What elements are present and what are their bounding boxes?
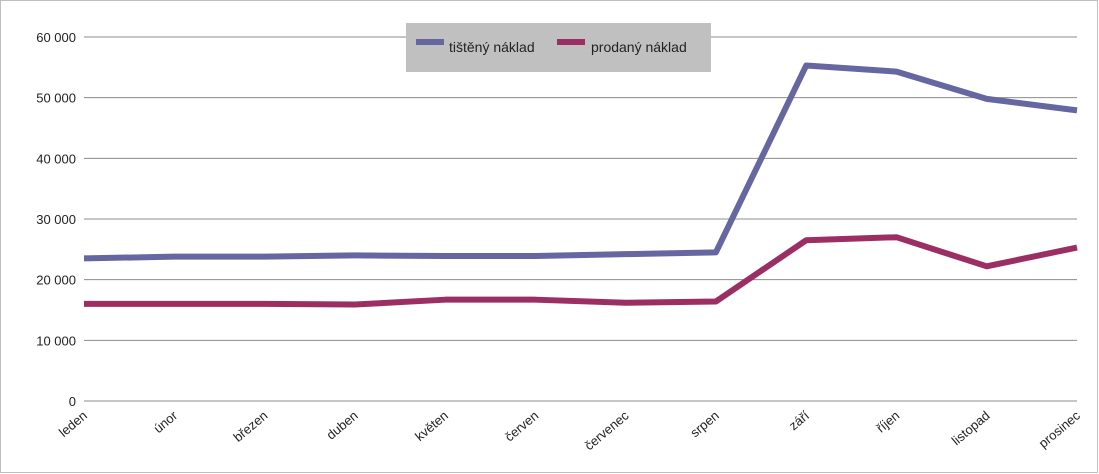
legend: tištěný náklad prodaný náklad — [406, 23, 711, 72]
legend-swatch-0 — [416, 39, 444, 45]
series-lines — [83, 62, 1078, 308]
legend-label-1: prodaný náklad — [591, 39, 687, 55]
y-tick-label: 50 000 — [36, 91, 76, 106]
y-tick-label: 0 — [69, 394, 76, 409]
y-tick-label: 20 000 — [36, 273, 76, 288]
legend-box — [406, 23, 711, 72]
grid-lines — [84, 36, 1077, 402]
y-tick-label: 10 000 — [36, 333, 76, 348]
legend-label-0: tištěný náklad — [449, 39, 535, 55]
y-tick-label: 40 000 — [36, 151, 76, 166]
y-axis-ticks: 0 10 000 20 000 30 000 40 000 50 000 60 000 — [36, 30, 76, 409]
series-line-0 — [83, 62, 1078, 262]
series-line-1 — [84, 234, 1078, 308]
legend-swatch-1 — [557, 39, 585, 45]
y-tick-label: 60 000 — [36, 30, 76, 45]
y-tick-label: 30 000 — [36, 212, 76, 227]
